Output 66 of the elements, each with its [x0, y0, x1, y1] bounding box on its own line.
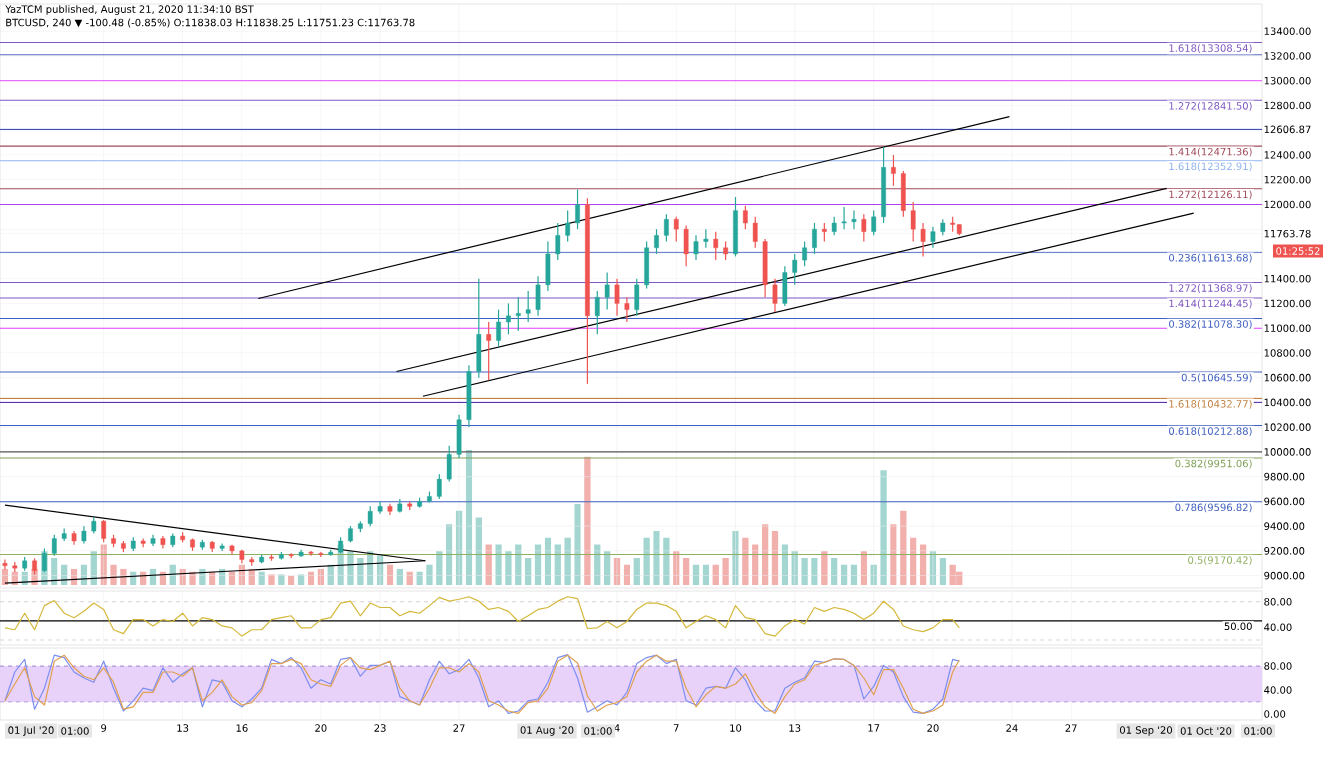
ref-line-label: 1.414(12471.36)	[1169, 147, 1252, 157]
y-tick-label: 11200.00	[1264, 299, 1311, 308]
y-tick-label: 9800.00	[1264, 472, 1305, 481]
ref-line-label: 1.272(12841.50)	[1169, 101, 1252, 111]
y-tick-label: 13400.00	[1264, 27, 1311, 35]
x-tick-label: 7	[673, 724, 679, 732]
ref-line-label: 0.382(9951.06)	[1175, 459, 1252, 469]
y-tick-label: 12000.00	[1264, 200, 1311, 209]
ref-line-label: 1.272(12126.11)	[1169, 190, 1252, 200]
y-tick-label: 0.00	[1264, 710, 1286, 718]
text: 01 Jul '20	[8, 726, 54, 736]
ref-line-label: 1.618(12352.91)	[1169, 162, 1252, 172]
y-tick-label: 12400.00	[1264, 151, 1311, 159]
y-tick-label: 10600.00	[1264, 373, 1311, 382]
y-tick-label: 80.00	[1264, 662, 1292, 670]
text: 01:00	[1244, 727, 1272, 735]
text: 01 Aug '20	[520, 726, 574, 736]
y-tick-label: 11763.78	[1264, 229, 1311, 238]
y-tick-label: 11000.00	[1264, 324, 1311, 332]
y-tick-label: 40.00	[1264, 623, 1292, 631]
x-tick-label: 20	[315, 724, 327, 732]
text: 01 Oct '20	[1180, 727, 1232, 735]
y-tick-label: 10200.00	[1264, 423, 1311, 431]
y-tick-label: 12606.87	[1264, 125, 1311, 134]
y-tick-label: 13200.00	[1264, 52, 1311, 60]
x-tick-label: 27	[453, 724, 465, 732]
x-tick-label: 24	[1006, 724, 1018, 732]
chart-title: YazTCM published, August 21, 2020 11:34:10 BST	[5, 5, 254, 15]
y-tick-label: 9400.00	[1264, 522, 1305, 530]
x-tick-label: 17	[868, 724, 880, 732]
ref-line-label: 0.5(9170.42)	[1188, 556, 1252, 566]
y-tick-label: 11400.00	[1264, 274, 1311, 283]
y-tick-label: 9200.00	[1264, 547, 1305, 555]
x-tick-label: 20	[927, 724, 939, 732]
ref-line-label: 1.618(13308.54)	[1169, 44, 1252, 54]
x-tick-label: 10	[730, 724, 742, 732]
text: 01:25:52	[1276, 247, 1320, 255]
ref-line-label: 0.382(11078.30)	[1169, 320, 1252, 329]
y-tick-label: 80.00	[1264, 598, 1292, 606]
y-tick-label: 10400.00	[1264, 398, 1311, 407]
y-tick-label: 40.00	[1264, 686, 1292, 694]
text: 01:00	[61, 727, 89, 735]
ref-line-label: 1.414(11244.45)	[1169, 299, 1252, 309]
x-tick-label: 13	[177, 724, 189, 732]
y-tick-label: 13000.00	[1264, 76, 1311, 85]
ref-line-label: 1.272(11368.97)	[1169, 284, 1252, 294]
y-tick-label: 9600.00	[1264, 497, 1305, 506]
x-tick-label: 27	[1065, 724, 1077, 732]
text: 01 Sep '20	[1119, 726, 1173, 736]
ref-line-label: 0.5(10645.59)	[1181, 373, 1252, 383]
y-tick-label: 10000.00	[1264, 448, 1311, 456]
x-tick-label: 23	[374, 724, 386, 732]
text: BTCUSD, 240 ▼ -100.48 (-0.85%) O:11838.03 H:11838.25 L:11751.23 C:11763.78	[6, 18, 415, 28]
ref-line-label: 0.786(9596.82)	[1175, 503, 1252, 513]
ref-line-label: 0.618(10212.88)	[1169, 427, 1252, 437]
y-tick-label: 10800.00	[1264, 349, 1311, 357]
text: 01:00	[584, 727, 612, 735]
x-tick-label: 9	[101, 724, 107, 732]
y-tick-label: 12800.00	[1264, 101, 1311, 110]
y-tick-label: 12200.00	[1264, 175, 1311, 184]
x-tick-label: 16	[236, 724, 248, 732]
ref-line-label: 1.618(10432.77)	[1169, 399, 1252, 409]
x-tick-label: 13	[789, 724, 801, 732]
ref-line-label: 0.236(11613.68)	[1169, 253, 1252, 263]
y-tick-label: 9000.00	[1264, 571, 1305, 580]
ref-line-label: 50.00	[1224, 622, 1252, 631]
